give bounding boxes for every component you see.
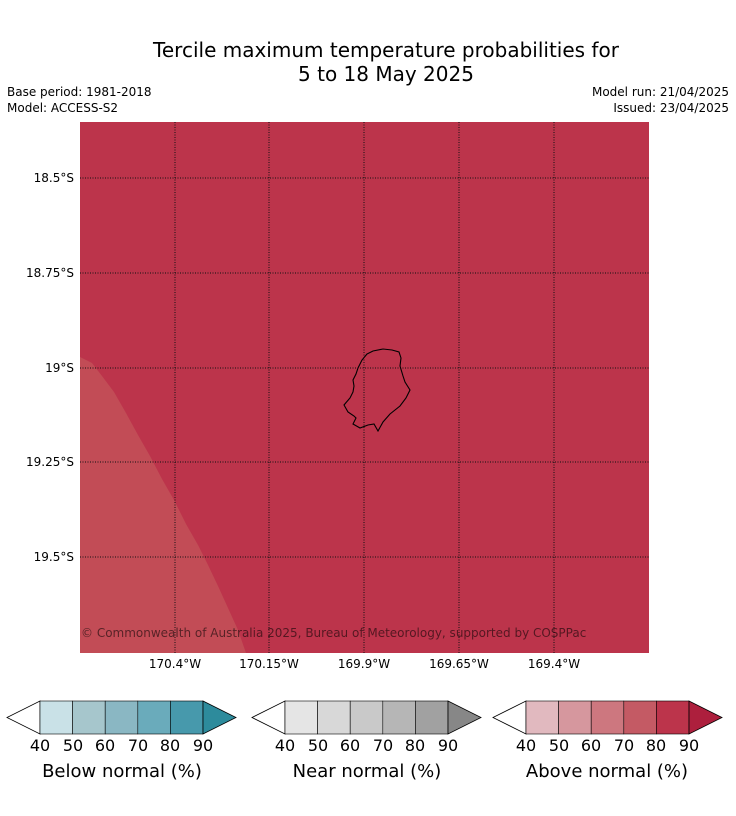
colorbar-segment — [525, 700, 559, 735]
colorbar-max-extend — [688, 700, 723, 735]
meta-right: Model run: 21/04/2025 Issued: 23/04/2025 — [592, 84, 729, 116]
map-gridlines — [80, 122, 649, 653]
tick: 50 — [307, 736, 329, 755]
lighter-probability-region — [80, 357, 246, 653]
issued-date: Issued: 23/04/2025 — [613, 101, 729, 115]
colorbar-min-extend — [6, 700, 41, 735]
tick: 40 — [29, 736, 51, 755]
lon-label-4: 169.65°W — [429, 657, 489, 671]
lat-label-4: 19.25°S — [26, 455, 74, 469]
colorbar-segment — [39, 700, 73, 735]
colorbar-above-normal — [492, 700, 723, 735]
map-copyright: © Commonwealth of Australia 2025, Bureau… — [81, 626, 587, 640]
lon-label-1: 170.4°W — [148, 657, 202, 671]
map-panel — [80, 122, 649, 653]
meta-left: Base period: 1981-2018 Model: ACCESS-S2 — [7, 84, 152, 116]
colorbar-near-normal — [251, 700, 482, 735]
island-outline — [343, 348, 411, 433]
colorbar-segment — [590, 700, 625, 735]
tick: 70 — [613, 736, 635, 755]
colorbar-min-extend — [492, 700, 527, 735]
tick: 70 — [372, 736, 394, 755]
lon-label-2: 170.15°W — [239, 657, 299, 671]
lat-label-3: 19°S — [45, 361, 74, 375]
colorbar-segment — [284, 700, 318, 735]
colorbar-above-label: Above normal (%) — [525, 761, 689, 782]
colorbar-min-extend — [251, 700, 286, 735]
title-line-2: 5 to 18 May 2025 — [298, 62, 474, 86]
colorbar-max-extend — [447, 700, 482, 735]
colorbar-segment — [170, 700, 204, 735]
colorbar-max-extend — [202, 700, 237, 735]
lat-label-1: 18.5°S — [33, 171, 74, 185]
colorbar-segment — [72, 700, 106, 735]
tick: 80 — [404, 736, 426, 755]
colorbar-segment — [656, 700, 690, 735]
lon-label-3: 169.9°W — [337, 657, 391, 671]
tick: 60 — [580, 736, 602, 755]
tick: 40 — [515, 736, 537, 755]
colorbar-segment — [137, 700, 171, 735]
tick: 70 — [127, 736, 149, 755]
colorbar-segment — [623, 700, 657, 735]
chart-title: Tercile maximum temperature probabilitie… — [0, 38, 736, 86]
title-line-1: Tercile maximum temperature probabilitie… — [153, 38, 619, 62]
tick: 90 — [192, 736, 214, 755]
colorbar-near-label: Near normal (%) — [292, 761, 442, 782]
lat-label-5: 19.5°S — [33, 550, 74, 564]
tick: 90 — [678, 736, 700, 755]
colorbar-segment — [317, 700, 351, 735]
tick: 50 — [548, 736, 570, 755]
tick: 90 — [437, 736, 459, 755]
tick: 80 — [159, 736, 181, 755]
colorbar-segment — [349, 700, 384, 735]
tick: 80 — [645, 736, 667, 755]
colorbar-segment — [104, 700, 139, 735]
tick: 60 — [94, 736, 116, 755]
colorbar-segment — [558, 700, 592, 735]
tick: 40 — [274, 736, 296, 755]
colorbar-segment — [382, 700, 416, 735]
lat-label-2: 18.75°S — [26, 266, 74, 280]
tick: 50 — [62, 736, 84, 755]
colorbar-below-label: Below normal (%) — [42, 761, 202, 782]
model-run: Model run: 21/04/2025 — [591, 85, 729, 99]
base-period: Base period: 1981-2018 — [7, 85, 152, 99]
tick: 60 — [339, 736, 361, 755]
model-name: Model: ACCESS-S2 — [7, 101, 119, 115]
colorbar-below-normal — [6, 700, 237, 735]
lon-label-5: 169.4°W — [527, 657, 581, 671]
colorbar-segment — [415, 700, 449, 735]
